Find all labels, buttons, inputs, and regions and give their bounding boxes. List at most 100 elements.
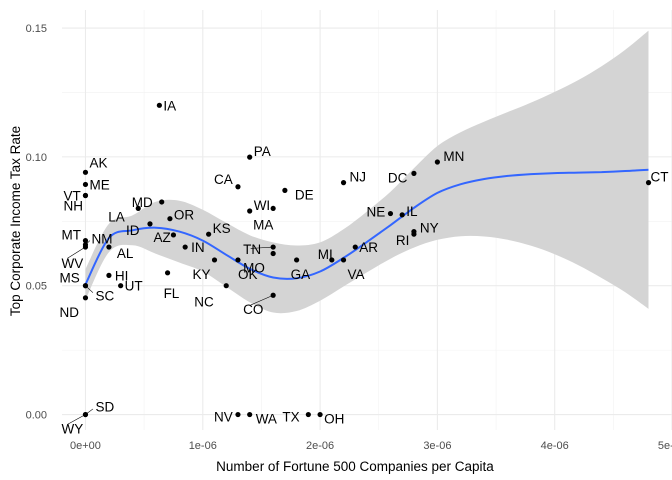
y-axis-title: Top Corporate Income Tax Rate <box>8 126 23 316</box>
data-point <box>270 292 276 298</box>
data-point <box>182 244 188 250</box>
y-tick-label: 0.00 <box>26 410 47 422</box>
point-label: DE <box>295 187 314 202</box>
data-point <box>305 411 311 418</box>
point-label: NH <box>63 199 83 214</box>
point-label: VA <box>348 267 365 282</box>
point-label: MI <box>318 247 333 262</box>
point-label: NJ <box>350 170 367 185</box>
point-label: WA <box>256 412 277 427</box>
data-point <box>82 295 89 301</box>
point-label: NY <box>420 221 439 236</box>
data-point <box>235 411 241 418</box>
point-label: KY <box>193 267 211 282</box>
data-point <box>235 184 241 190</box>
data-point <box>340 180 347 186</box>
point-label: KS <box>213 221 231 236</box>
point-label: LA <box>108 209 125 224</box>
data-point <box>247 208 253 214</box>
point-label: OH <box>324 412 344 427</box>
x-tick-label: 0e+00 <box>70 440 101 452</box>
data-point <box>135 205 141 212</box>
point-label: AZ <box>153 230 170 245</box>
point-label: AK <box>89 155 107 170</box>
data-point <box>82 192 89 199</box>
confidence-band <box>85 30 649 314</box>
data-point <box>399 212 405 218</box>
y-tick-label: 0.15 <box>26 23 47 35</box>
point-label: CT <box>651 170 669 185</box>
data-point <box>434 159 440 165</box>
data-point <box>82 283 89 289</box>
label-connector <box>250 294 274 306</box>
data-point <box>645 180 652 186</box>
data-point <box>317 411 323 418</box>
point-label: NE <box>366 205 385 220</box>
x-tick-label: 2e-06 <box>306 440 334 452</box>
point-label: MS <box>59 271 79 286</box>
data-point <box>282 187 288 193</box>
smooth-line-layer <box>84 168 649 285</box>
point-labels: IA PA AK VT ME NH CA NJ MN DC CT MD WI DE LA OR NE IL MA MT… <box>59 98 668 436</box>
point-label: IN <box>191 240 205 255</box>
point-label: TX <box>282 410 299 425</box>
data-point <box>294 257 300 263</box>
data-point <box>82 181 89 188</box>
data-point <box>164 270 171 276</box>
point-label: OK <box>238 267 258 282</box>
data-point <box>211 257 218 263</box>
point-label: MN <box>443 149 464 164</box>
data-point <box>329 257 335 263</box>
x-tick-label: 4e-06 <box>541 440 569 452</box>
data-point <box>411 231 417 237</box>
point-label: TN <box>243 242 261 257</box>
data-point <box>167 216 173 222</box>
point-label: OR <box>174 208 195 223</box>
point-label: FL <box>164 286 180 301</box>
point-label: VT <box>63 189 80 204</box>
label-connector <box>67 414 86 425</box>
point-label: SC <box>95 289 114 304</box>
y-tick-label: 0.05 <box>26 281 47 293</box>
point-label: NV <box>214 410 233 425</box>
data-point <box>82 238 89 244</box>
data-point <box>206 231 212 237</box>
data-point <box>270 244 276 250</box>
data-point <box>82 169 89 175</box>
data-point <box>82 244 89 250</box>
data-point <box>270 250 276 257</box>
data-point <box>387 210 394 217</box>
data-points <box>82 102 652 418</box>
data-point <box>247 411 253 418</box>
point-label: CA <box>214 172 233 187</box>
data-point <box>170 232 177 238</box>
point-label: MA <box>253 217 273 232</box>
data-point <box>159 199 165 205</box>
point-label: ME <box>89 177 109 192</box>
data-point <box>106 244 112 250</box>
x-axis-ticks: 0e+00 1e-06 2e-06 3e-06 4e-06 5e-06 <box>70 440 672 452</box>
point-label: IA <box>163 98 176 113</box>
point-label: UT <box>125 279 143 294</box>
data-point <box>106 272 112 278</box>
point-label: WV <box>61 256 83 271</box>
data-point <box>270 205 276 212</box>
point-label: SD <box>95 400 114 415</box>
x-tick-label: 5e-06 <box>658 440 672 452</box>
x-tick-label: 1e-06 <box>189 440 217 452</box>
point-label: AL <box>117 246 134 261</box>
data-point <box>235 257 241 263</box>
point-label: HI <box>115 268 129 283</box>
point-label: NC <box>194 295 214 310</box>
point-label: DC <box>388 170 408 185</box>
data-point <box>340 257 347 263</box>
point-label: GA <box>291 267 311 282</box>
data-point <box>118 283 124 289</box>
y-tick-label: 0.10 <box>26 152 47 164</box>
y-axis-ticks: 0.00 0.05 0.10 0.15 <box>26 23 47 422</box>
point-label: CO <box>243 302 263 317</box>
point-label: IL <box>406 204 418 219</box>
point-label: PA <box>254 144 271 159</box>
point-label: ID <box>126 223 140 238</box>
